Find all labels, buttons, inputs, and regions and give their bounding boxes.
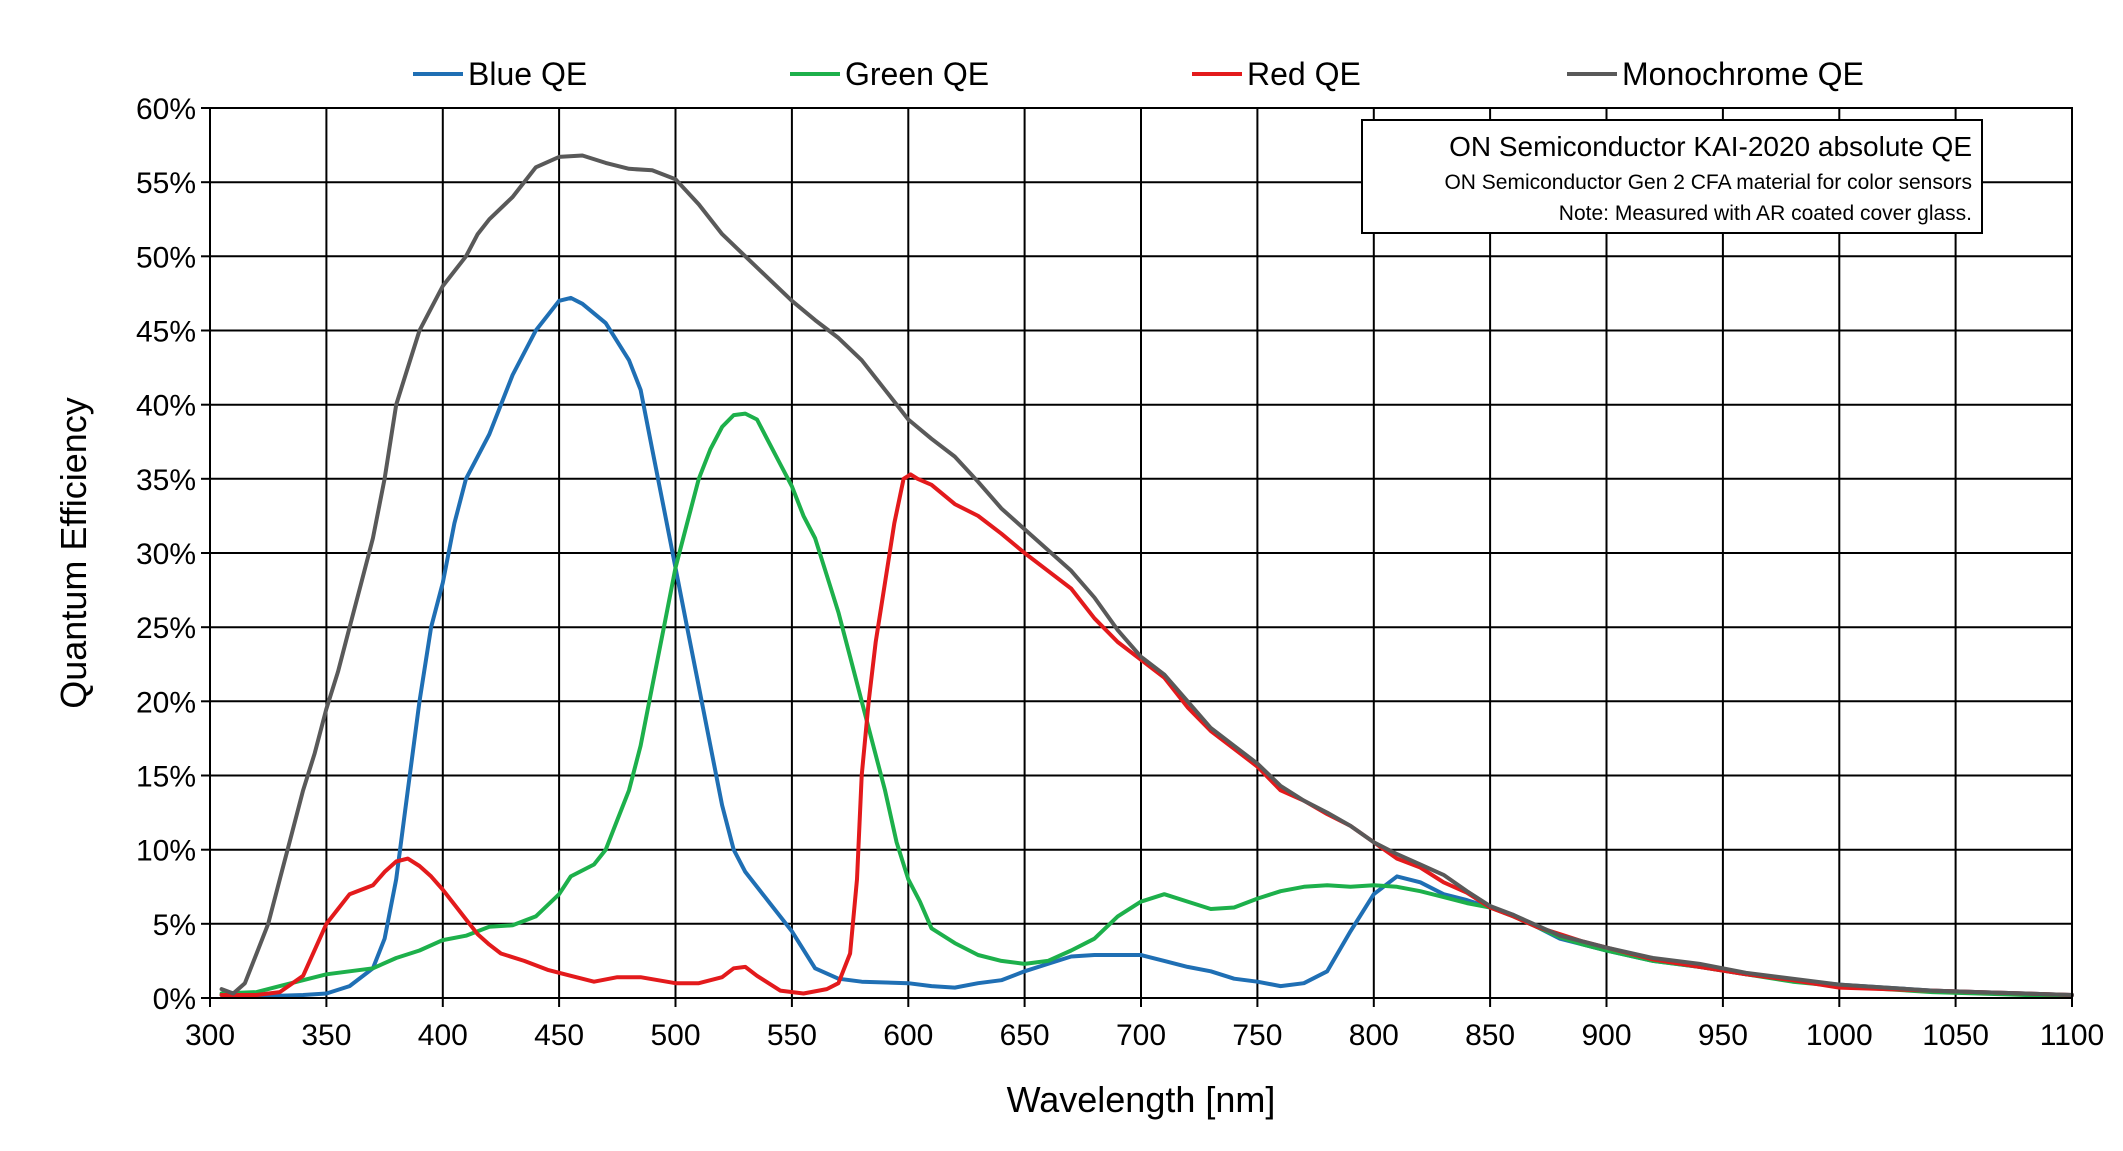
x-tick-label-900: 900 xyxy=(1581,1019,1631,1052)
y-tick-labels: 0% 5% 10% 15% 20% 25% 30% 35% 40% 45% 50% 55% 60% xyxy=(136,93,210,1016)
x-tick-label-750: 750 xyxy=(1232,1019,1282,1052)
x-tick-label-400: 400 xyxy=(418,1019,468,1052)
y-tick-label-20: 20% xyxy=(136,686,196,719)
y-tick-label-5: 5% xyxy=(153,909,196,942)
y-tick-label-25: 25% xyxy=(136,612,196,645)
y-tick-label-30: 30% xyxy=(136,538,196,571)
legend-label-monochrome-qe: Monochrome QE xyxy=(1622,56,1864,92)
legend: Blue QE Green QE Red QE Monochrome QE xyxy=(413,56,1864,92)
legend-label-red-qe: Red QE xyxy=(1247,56,1361,92)
x-tick-label-550: 550 xyxy=(767,1019,817,1052)
x-tick-labels: 300 350 400 450 500 550 600 650 700 750 800 850 900 9… xyxy=(185,998,2104,1052)
legend-label-blue-qe: Blue QE xyxy=(468,56,587,92)
x-tick-label-1100: 1100 xyxy=(2040,1019,2105,1052)
annotation-frame xyxy=(1361,119,1983,234)
y-tick-label-55: 55% xyxy=(136,167,196,200)
x-tick-label-500: 500 xyxy=(650,1019,700,1052)
series-line-monochrome-qe xyxy=(219,153,2074,997)
annotation-box: ON Semiconductor KAI-2020 absolute QE ON… xyxy=(1361,119,1983,234)
y-tick-label-0: 0% xyxy=(153,983,196,1016)
x-axis-title: Wavelength [nm] xyxy=(1007,1079,1276,1120)
y-tick-label-35: 35% xyxy=(136,464,196,497)
x-tick-label-450: 450 xyxy=(534,1019,584,1052)
y-tick-label-45: 45% xyxy=(136,316,196,349)
y-tick-label-60: 60% xyxy=(136,93,196,126)
x-tick-label-850: 850 xyxy=(1465,1019,1515,1052)
y-tick-label-10: 10% xyxy=(136,835,196,868)
x-tick-label-1000: 1000 xyxy=(1806,1019,1873,1052)
series-lines xyxy=(219,153,2074,999)
annotation-line-1: ON Semiconductor Gen 2 CFA material for … xyxy=(1444,171,1972,194)
y-tick-label-40: 40% xyxy=(136,390,196,423)
x-tick-label-650: 650 xyxy=(1000,1019,1050,1052)
y-axis-title: Quantum Efficiency xyxy=(53,397,94,708)
x-tick-label-700: 700 xyxy=(1116,1019,1166,1052)
x-tick-label-300: 300 xyxy=(185,1019,235,1052)
x-tick-label-950: 950 xyxy=(1698,1019,1748,1052)
x-tick-label-600: 600 xyxy=(883,1019,933,1052)
y-tick-label-50: 50% xyxy=(136,241,196,274)
x-tick-label-1050: 1050 xyxy=(1922,1019,1989,1052)
y-tick-label-15: 15% xyxy=(136,761,196,794)
annotation-line-2: Note: Measured with AR coated cover glas… xyxy=(1559,202,1972,225)
annotation-title: ON Semiconductor KAI-2020 absolute QE xyxy=(1449,131,1972,162)
x-tick-label-350: 350 xyxy=(301,1019,351,1052)
x-tick-label-800: 800 xyxy=(1349,1019,1399,1052)
legend-label-green-qe: Green QE xyxy=(845,56,989,92)
